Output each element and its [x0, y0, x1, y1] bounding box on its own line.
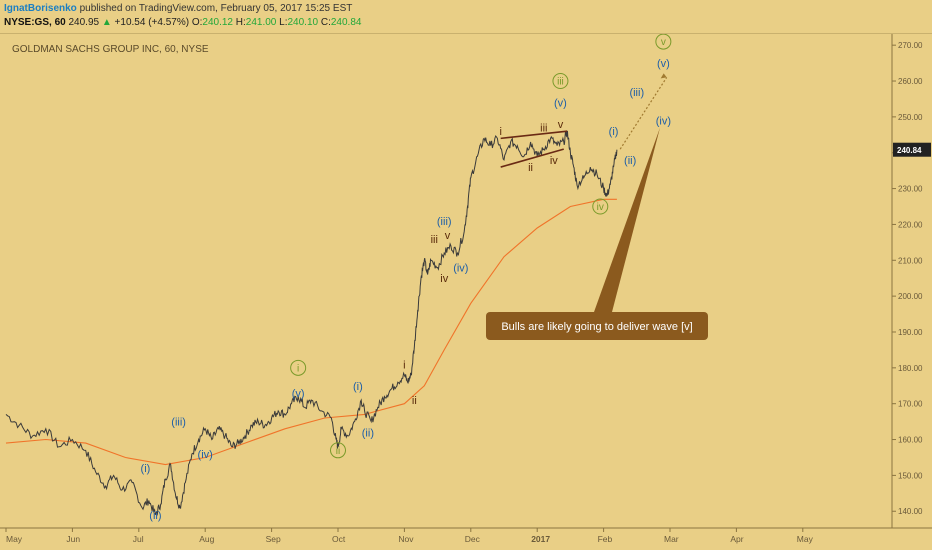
- wave-label: (i): [141, 463, 151, 475]
- chart-title: GOLDMAN SACHS GROUP INC, 60, NYSE: [12, 44, 209, 55]
- x-tick-label: May: [797, 534, 814, 544]
- y-tick-label: 250.00: [898, 113, 923, 122]
- triangle-trendlines: [500, 73, 668, 168]
- y-tick-label: 170.00: [898, 400, 923, 409]
- wave-label: (ii): [624, 155, 636, 167]
- wave-label: v: [661, 37, 666, 48]
- moving-average-line: [5, 198, 617, 466]
- wave-label: iv: [597, 202, 604, 213]
- wave-label: (v): [657, 58, 670, 70]
- wave-label: iii: [431, 234, 438, 246]
- x-tick-label: May: [6, 534, 23, 544]
- projection-arrowhead-icon: [660, 73, 667, 79]
- y-tick-label: 180.00: [898, 364, 923, 373]
- wave-label: v: [558, 119, 564, 131]
- high-value: 241.00: [245, 17, 277, 28]
- wave-label: (i): [353, 381, 363, 393]
- y-tick-label: 190.00: [898, 328, 923, 337]
- wave-label: (iii): [437, 216, 452, 228]
- symbol-label: NYSE:GS, 60: [4, 17, 66, 28]
- y-tick-label: 150.00: [898, 471, 923, 480]
- wave-label: (iii): [171, 417, 186, 429]
- wave-label-circle: [655, 34, 672, 50]
- wave-label: i: [297, 363, 299, 374]
- wave-label: i: [499, 126, 501, 138]
- wave-label: (iv): [453, 262, 468, 274]
- lower-trendline: [500, 148, 564, 168]
- wave-label-circle: [552, 73, 569, 90]
- low-value: 240.10: [287, 17, 319, 28]
- y-tick-label: 260.00: [898, 77, 923, 86]
- y-tick-label: 270.00: [898, 41, 923, 50]
- axes-layer: 140.00 150.00 160.00 170.00 180.00 190.00 200.…: [0, 34, 932, 544]
- wave-label: iii: [540, 123, 547, 135]
- x-tick-label: Jul: [133, 534, 144, 544]
- y-tick-label: 160.00: [898, 436, 923, 445]
- x-tick-label: Apr: [730, 534, 743, 544]
- wave-label: (v): [554, 98, 567, 110]
- wave-label: ii: [336, 446, 340, 457]
- x-tick-label: Oct: [332, 534, 346, 544]
- author-link[interactable]: IgnatBorisenko: [4, 3, 77, 14]
- callout-box: [486, 312, 708, 340]
- wave-label: (iii): [629, 87, 644, 99]
- wave-label: i: [403, 359, 405, 371]
- wave-label: iv: [550, 155, 558, 167]
- close-label: C:: [320, 17, 331, 28]
- wave-label: (ii): [362, 427, 374, 439]
- published-text: published on TradingView.com, February 0…: [79, 3, 353, 14]
- y-tick-label: 200.00: [898, 292, 923, 301]
- last-price-label: 240.84: [897, 146, 922, 155]
- open-value: 240.12: [202, 17, 233, 28]
- wave-label: (iv): [656, 115, 671, 127]
- wave-label-circle: [592, 198, 609, 215]
- publication-info: IgnatBorisenko published on TradingView.…: [4, 3, 352, 17]
- last-price: 240.95: [68, 17, 100, 28]
- x-tick-label: Sep: [266, 534, 281, 544]
- header-divider: [0, 33, 932, 34]
- wave-label: iv: [440, 273, 448, 285]
- wave-label: (i): [609, 126, 619, 138]
- price-series-layer: [5, 130, 618, 516]
- last-price-tag: [893, 142, 931, 157]
- wave-label: (iv): [198, 449, 213, 461]
- x-tick-label: Dec: [465, 534, 481, 544]
- x-tick-label: Mar: [664, 534, 679, 544]
- price-chart[interactable]: GOLDMAN SACHS GROUP INC, 60, NYSE (ii) (i…: [0, 34, 932, 550]
- price-line: [5, 130, 618, 516]
- y-tick-label: 140.00: [898, 507, 923, 516]
- wave-label: v: [445, 230, 451, 242]
- open-label: O:: [191, 17, 203, 28]
- moving-average-layer: [5, 198, 617, 466]
- annotation-callout: Bulls are likely going to deliver wave […: [486, 127, 708, 340]
- upper-trendline: [500, 130, 568, 140]
- close-value: 240.84: [330, 17, 362, 28]
- wave-label: (v): [292, 388, 305, 400]
- wave-label: ii: [412, 395, 417, 407]
- high-label: H:: [235, 17, 246, 28]
- x-tick-label: Nov: [398, 534, 414, 544]
- x-tick-label: Aug: [199, 534, 214, 544]
- wave-label: iii: [557, 77, 564, 88]
- wave-label: ii: [528, 162, 533, 174]
- y-tick-label: 220.00: [898, 220, 923, 229]
- y-tick-label: 210.00: [898, 256, 923, 265]
- x-tick-label: Jun: [66, 534, 80, 544]
- wave-label-circle: [330, 442, 346, 459]
- wave-label-circle: [290, 359, 307, 376]
- x-tick-label: 2017: [531, 534, 550, 544]
- wave-label: (ii): [149, 510, 161, 522]
- callout-text: Bulls are likely going to deliver wave […: [501, 321, 692, 333]
- callout-pointer: [594, 127, 661, 312]
- y-tick-label: 230.00: [898, 185, 923, 194]
- x-tick-label: Feb: [598, 534, 613, 544]
- change-value: +10.54 (+4.57%): [114, 17, 190, 28]
- low-label: L:: [279, 17, 288, 28]
- quote-line: NYSE:GS, 60 240.95 ▲ +10.54 (+4.57%) O:2…: [4, 17, 361, 31]
- change-arrow-icon: ▲: [101, 17, 112, 28]
